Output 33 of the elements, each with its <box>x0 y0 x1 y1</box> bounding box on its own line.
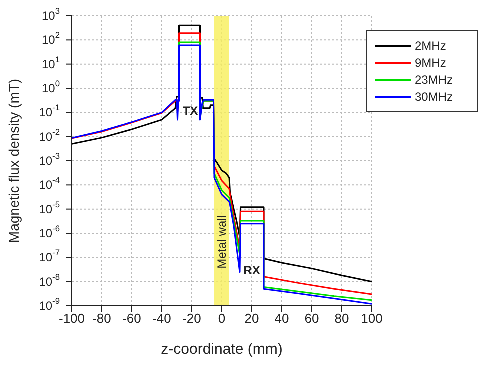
y-tick-label: 10$^{-2}$ <box>39 126 60 144</box>
y-tick-label: 10$^{0}$ <box>42 78 60 96</box>
legend-label: 23MHz <box>415 72 454 86</box>
y-tick-label: 10$^{-3}$ <box>39 151 60 168</box>
x-tick-label: -60 <box>122 311 142 326</box>
x-tick-label: 100 <box>361 311 383 326</box>
x-tick-label: 60 <box>304 311 320 326</box>
y-tick-label: 10$^{-5}$ <box>39 199 60 216</box>
y-tick-label: 10$^{-8}$ <box>39 272 60 289</box>
x-tick-label: 20 <box>244 311 260 326</box>
legend-label: 30MHz <box>415 90 454 104</box>
annotation: RX <box>244 264 260 278</box>
y-tick-label: 10$^{-4}$ <box>39 175 60 192</box>
x-axis-title: z-coordinate (mm) <box>161 341 283 358</box>
y-tick-label: 10$^{-6}$ <box>39 224 60 240</box>
y-axis-title: Magnetic flux density (mT) <box>6 78 22 244</box>
legend-label: 2MHz <box>415 38 446 52</box>
x-tick-label: -80 <box>92 311 112 326</box>
x-tick-label: 80 <box>334 311 350 326</box>
y-tick-label: 10$^{-7}$ <box>39 248 60 265</box>
y-tick-label: 10$^{-1}$ <box>39 102 60 120</box>
y-tick-label: 10$^{1}$ <box>42 54 60 72</box>
band-label: Metal wall <box>215 216 229 269</box>
y-tick-label: 10$^{-9}$ <box>39 296 60 313</box>
x-tick-label: -40 <box>152 311 172 326</box>
x-tick-label: 40 <box>274 311 290 326</box>
y-tick-label: 10$^{2}$ <box>42 30 60 48</box>
x-tick-label: -100 <box>58 311 86 326</box>
x-tick-label: -20 <box>182 311 202 326</box>
annotation: TX <box>182 104 198 118</box>
legend-label: 9MHz <box>415 56 446 70</box>
x-tick-label: 0 <box>218 311 226 326</box>
y-tick-label: 10$^{3}$ <box>42 6 60 23</box>
